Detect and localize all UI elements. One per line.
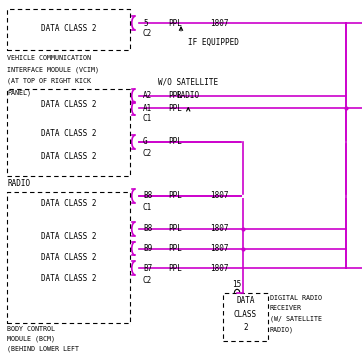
Text: PPL: PPL [168,91,182,100]
Text: 2: 2 [243,323,248,332]
Text: BODY CONTROL: BODY CONTROL [7,326,55,332]
Text: (AT TOP OF RIGHT KICK: (AT TOP OF RIGHT KICK [7,78,91,84]
Text: A2: A2 [143,91,152,100]
Text: B9: B9 [143,244,152,253]
Text: RADIO: RADIO [7,179,30,188]
Text: 1807: 1807 [210,18,228,28]
Text: C2: C2 [143,149,152,158]
Text: 1807: 1807 [210,263,228,273]
Text: 1807: 1807 [210,244,228,253]
Text: C1: C1 [143,114,152,124]
Text: B8: B8 [143,224,152,234]
Text: C1: C1 [143,203,152,212]
Text: DATA CLASS 2: DATA CLASS 2 [41,274,97,283]
Text: RECEIVER: RECEIVER [270,305,302,311]
Text: 5: 5 [143,18,148,28]
Text: (BEHIND LOWER LEFT: (BEHIND LOWER LEFT [7,346,79,352]
Text: INTERFACE MODULE (VCIM): INTERFACE MODULE (VCIM) [7,66,99,73]
Text: DATA CLASS 2: DATA CLASS 2 [41,198,97,208]
Text: MODULE (BCM): MODULE (BCM) [7,336,55,342]
Text: PPL: PPL [168,104,182,113]
Text: DATA CLASS 2: DATA CLASS 2 [41,231,97,241]
Text: PPL: PPL [168,224,182,234]
Text: 15: 15 [232,280,242,289]
Text: PPL: PPL [168,137,182,147]
Text: C2: C2 [143,276,152,285]
Text: IF EQUIPPED: IF EQUIPPED [188,38,239,47]
Text: DATA CLASS 2: DATA CLASS 2 [41,253,97,262]
Text: CLASS: CLASS [234,310,257,319]
Text: DATA CLASS 2: DATA CLASS 2 [41,129,97,138]
Text: C2: C2 [143,29,152,38]
Text: VEHICLE COMMUNICATION: VEHICLE COMMUNICATION [7,55,91,61]
Text: PANEL): PANEL) [7,89,31,95]
Text: 1807: 1807 [210,224,228,234]
Text: G: G [143,137,148,147]
Text: 1807: 1807 [210,191,228,201]
Text: PPL: PPL [168,191,182,201]
Text: RADIO): RADIO) [270,327,294,333]
Text: (W/ SATELLITE: (W/ SATELLITE [270,316,322,322]
Text: W/O SATELLITE: W/O SATELLITE [158,77,218,86]
Text: DIGITAL RADIO: DIGITAL RADIO [270,295,322,301]
Text: PPL: PPL [168,18,182,28]
Text: DATA CLASS 2: DATA CLASS 2 [41,152,97,161]
Text: DATA CLASS 2: DATA CLASS 2 [41,24,97,33]
Text: DATA CLASS 2: DATA CLASS 2 [41,100,97,109]
Text: PPL: PPL [168,263,182,273]
Text: B7: B7 [143,263,152,273]
Text: PPL: PPL [168,244,182,253]
Text: A1: A1 [143,104,152,113]
Text: DATA: DATA [236,296,254,305]
Text: B8: B8 [143,191,152,201]
Text: RADIO: RADIO [177,91,200,100]
